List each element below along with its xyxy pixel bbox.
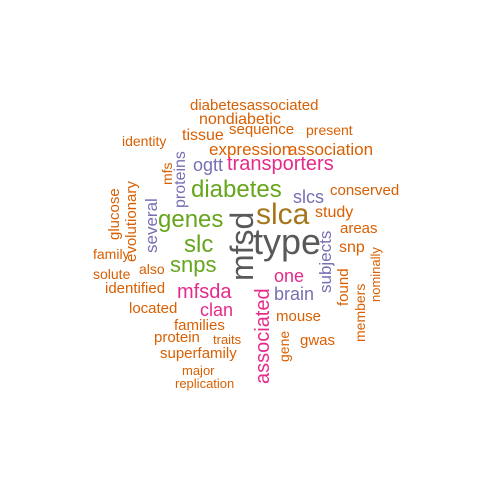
word-diabetesassociated: diabetesassociated [190, 97, 319, 114]
word-areas: areas [340, 220, 378, 237]
word-several: several [142, 198, 161, 253]
word-families: families [174, 317, 225, 334]
word-protein: protein [154, 329, 200, 346]
word-members: members [352, 283, 368, 342]
word-snp: snp [339, 239, 365, 256]
word-snps: snps [170, 252, 217, 277]
word-present: present [306, 122, 353, 138]
word-solute: solute [93, 266, 131, 282]
word-tissue: tissue [182, 127, 224, 144]
word-genes: genes [158, 206, 224, 233]
word-associated: associated [252, 288, 274, 384]
word-proteins: proteins [172, 151, 189, 208]
word-identity: identity [122, 133, 167, 149]
word-one: one [274, 266, 305, 286]
word-slc: slc [184, 231, 214, 258]
word-superfamily: superfamily [160, 345, 237, 362]
word-expression: expression [209, 140, 292, 159]
word-also: also [139, 261, 165, 277]
word-slca: slca [256, 198, 310, 231]
word-mouse: mouse [276, 308, 322, 325]
word-slcs: slcs [293, 187, 324, 207]
word-replication: replication [175, 376, 235, 391]
word-evolutionary: evolutionary [123, 181, 140, 262]
word-conserved: conserved [330, 182, 400, 199]
word-clan: clan [200, 300, 234, 320]
word-brain: brain [274, 284, 315, 304]
word-traits: traits [213, 332, 242, 347]
word-mfsda: mfsda [177, 281, 232, 303]
word-found: found [335, 268, 352, 306]
word-type: type [253, 221, 322, 262]
word-association: association [288, 140, 374, 159]
word-diabetes: diabetes [191, 176, 282, 203]
word-gene: gene [276, 330, 292, 362]
word-sequence: sequence [229, 121, 295, 138]
word-nondiabetic: nondiabetic [199, 111, 281, 128]
word-located: located [129, 300, 178, 317]
word-glucose: glucose [106, 188, 123, 240]
word-ogtt: ogtt [193, 155, 224, 175]
word-subjects: subjects [316, 230, 335, 293]
word-mfsd: mfsd [224, 211, 260, 281]
word-identified: identified [105, 280, 166, 297]
word-transporters: transporters [227, 153, 334, 175]
word-nominally: nominally [368, 247, 383, 302]
word-family: family [93, 246, 130, 262]
word-major: major [182, 363, 215, 378]
word-study: study [315, 204, 354, 221]
word-gwas: gwas [300, 332, 336, 349]
